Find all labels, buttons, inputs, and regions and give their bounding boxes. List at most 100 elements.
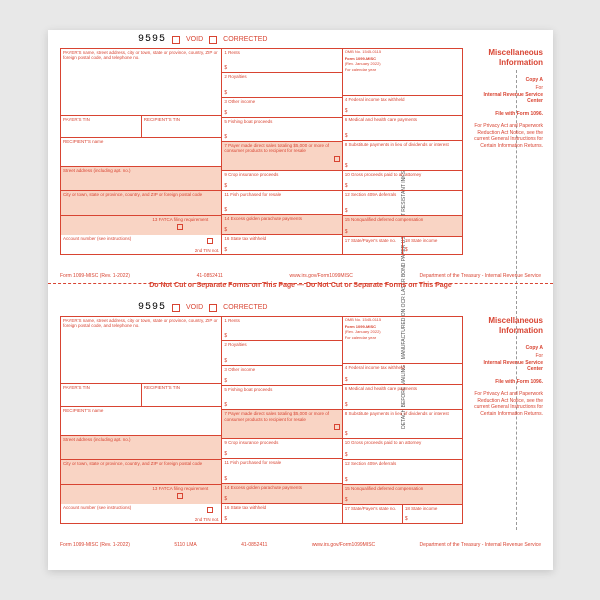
box-2[interactable]: 2 Royalties$ [222, 341, 341, 365]
box7-checkbox[interactable] [334, 424, 340, 430]
corrected-checkbox[interactable] [209, 36, 217, 44]
box-11[interactable]: 11 Fish purchased for resale$ [222, 191, 341, 215]
box-5[interactable]: 5 Fishing boat proceeds$ [222, 118, 341, 142]
form-title: Miscellaneous Information [467, 48, 543, 69]
form-header: 9595 VOID CORRECTED [48, 302, 553, 313]
box-6[interactable]: 6 Medical and health care payments$ [343, 116, 462, 141]
fatca-row: 13 FATCA filing requirement [61, 485, 221, 504]
copy-label: Copy A [467, 345, 543, 352]
box-14[interactable]: 14 Excess golden parachute payments$ [222, 484, 341, 504]
box-17[interactable]: 17 State/Payer's state no. [343, 237, 403, 255]
box-9[interactable]: 9 Crop insurance proceeds$ [222, 439, 341, 459]
tin2-label: 2nd TIN not. [195, 517, 220, 522]
box-15[interactable]: 15 Nonqualified deferred compensation$ [343, 216, 462, 237]
account-box[interactable]: Account number (see instructions) 2nd TI… [61, 504, 221, 523]
form-header: 9595 VOID CORRECTED [48, 34, 553, 45]
box-5[interactable]: 5 Fishing boat proceeds$ [222, 386, 341, 410]
box-8[interactable]: 8 Substitute payments in lieu of dividen… [343, 141, 462, 170]
payer-box[interactable]: PAYER'S name, street address, city or to… [61, 49, 221, 116]
tin2-checkbox[interactable] [207, 507, 213, 513]
box-15[interactable]: 15 Nonqualified deferred compensation$ [343, 485, 462, 506]
form-code: 9595 [138, 302, 166, 313]
form-grid: PAYER'S name, street address, city or to… [60, 316, 463, 524]
box-16[interactable]: 16 State tax withheld$ [222, 235, 341, 254]
box-10[interactable]: 10 Gross proceeds paid to an attorney$ [343, 439, 462, 460]
tin-row: PAYER'S TIN RECIPIENT'S TIN [61, 116, 221, 138]
mid-column: 1 Rents$ 2 Royalties$ 3 Other income$ 5 … [221, 317, 341, 523]
void-label: VOID [186, 36, 203, 43]
irs-label: Internal Revenue Service Center [467, 92, 543, 105]
box7-checkbox[interactable] [334, 156, 340, 162]
form-code: 9595 [138, 34, 166, 45]
privacy-text: For Privacy Act and Paperwork Reduction … [467, 123, 543, 149]
foot-url: www.irs.gov/Form1099MISC [312, 542, 375, 548]
box-4[interactable]: 4 Federal income tax withheld$ [343, 364, 462, 385]
foot-dept: Department of the Treasury - Internal Re… [420, 273, 541, 279]
form-title: Miscellaneous Information [467, 316, 543, 337]
box-16[interactable]: 16 State tax withheld$ [222, 504, 341, 523]
box-1[interactable]: 1 Rents$ [222, 317, 341, 341]
form-page: DETACH BEFORE MAILING MANUFACTURED ON OC… [48, 30, 553, 570]
box-12[interactable]: 12 Section 409A deferrals$ [343, 191, 462, 216]
box-10[interactable]: 10 Gross proceeds paid to an attorney$ [343, 171, 462, 192]
form-footer: Form 1099-MISC (Rev. 1-2022) 41-0852411 … [60, 273, 541, 279]
form-footer: Form 1099-MISC (Rev. 1-2022) 5110 LMA 41… [60, 542, 541, 548]
left-column: PAYER'S name, street address, city or to… [61, 317, 221, 523]
form-1099-bottom: 9595 VOID CORRECTED Miscellaneous Inform… [48, 298, 553, 552]
street-box[interactable]: Street address (including apt. no.) [61, 436, 221, 460]
recipient-name[interactable]: RECIPIENT'S name [61, 138, 221, 167]
file-label: File with Form 1096. [467, 379, 543, 386]
void-label: VOID [186, 304, 203, 311]
void-checkbox[interactable] [172, 36, 180, 44]
box-11[interactable]: 11 Fish purchased for resale$ [222, 459, 341, 483]
irs-label: Internal Revenue Service Center [467, 360, 543, 373]
foot-form: Form 1099-MISC (Rev. 1-2022) [60, 542, 130, 548]
box-7[interactable]: 7 Payer made direct sales totaling $5,00… [222, 410, 341, 439]
recipient-tin[interactable]: RECIPIENT'S TIN [142, 384, 222, 405]
street-box[interactable]: Street address (including apt. no.) [61, 167, 221, 191]
copy-label: Copy A [467, 77, 543, 84]
payer-tin[interactable]: PAYER'S TIN [61, 116, 142, 137]
foot-dept: Department of the Treasury - Internal Re… [420, 542, 541, 548]
box-6[interactable]: 6 Medical and health care payments$ [343, 385, 462, 410]
box-2[interactable]: 2 Royalties$ [222, 73, 341, 97]
box-4[interactable]: 4 Federal income tax withheld$ [343, 96, 462, 117]
box-12[interactable]: 12 Section 409A deferrals$ [343, 460, 462, 485]
box-7[interactable]: 7 Payer made direct sales totaling $5,00… [222, 142, 341, 171]
box-1[interactable]: 1 Rents$ [222, 49, 341, 73]
box-3[interactable]: 3 Other income$ [222, 98, 341, 118]
box-14[interactable]: 14 Excess golden parachute payments$ [222, 215, 341, 235]
recipient-tin[interactable]: RECIPIENT'S TIN [142, 116, 222, 137]
mid-column: 1 Rents$ 2 Royalties$ 3 Other income$ 5 … [221, 49, 341, 254]
payer-box[interactable]: PAYER'S name, street address, city or to… [61, 317, 221, 384]
payer-tin[interactable]: PAYER'S TIN [61, 384, 142, 405]
city-box[interactable]: City or town, state or province, country… [61, 191, 221, 215]
box-8[interactable]: 8 Substitute payments in lieu of dividen… [343, 410, 462, 439]
box-18[interactable]: 18 State income$ [403, 237, 462, 255]
foot-cat: 41-0852411 [197, 273, 223, 279]
tin-row: PAYER'S TIN RECIPIENT'S TIN [61, 384, 221, 406]
no-cut-warning: Do Not Cut or Separate Forms on This Pag… [48, 282, 553, 289]
recipient-name[interactable]: RECIPIENT'S name [61, 407, 221, 436]
side-panel: Miscellaneous Information Copy A For Int… [467, 316, 543, 417]
side-panel: Miscellaneous Information Copy A For Int… [467, 48, 543, 149]
box-9[interactable]: 9 Crop insurance proceeds$ [222, 171, 341, 191]
state-row: 17 State/Payer's state no. 18 State inco… [343, 237, 462, 255]
box-18[interactable]: 18 State income$ [403, 505, 462, 523]
file-label: File with Form 1096. [467, 111, 543, 118]
foot-code2: 5110 LMA [174, 542, 196, 548]
foot-url: www.irs.gov/Form1099MISC [290, 273, 353, 279]
box-3[interactable]: 3 Other income$ [222, 366, 341, 386]
foot-cat: 41-0852411 [241, 542, 267, 548]
corrected-checkbox[interactable] [209, 304, 217, 312]
fatca-checkbox[interactable] [177, 224, 183, 230]
corrected-label: CORRECTED [223, 304, 267, 311]
box-17[interactable]: 17 State/Payer's state no. [343, 505, 403, 523]
left-column: PAYER'S name, street address, city or to… [61, 49, 221, 254]
account-box[interactable]: Account number (see instructions) 2nd TI… [61, 235, 221, 254]
city-box[interactable]: City or town, state or province, country… [61, 460, 221, 484]
fatca-checkbox[interactable] [177, 493, 183, 499]
tin2-checkbox[interactable] [207, 238, 213, 244]
void-checkbox[interactable] [172, 304, 180, 312]
right-column: OMB No. 1545-0115Form 1099-MISC (Rev. Ja… [342, 49, 462, 254]
